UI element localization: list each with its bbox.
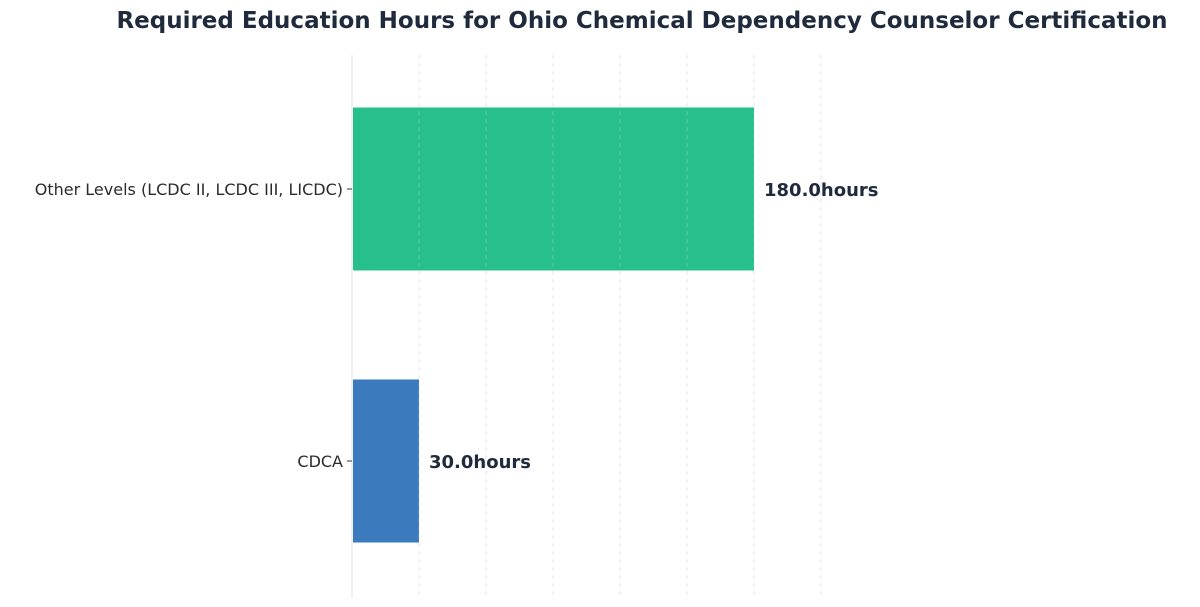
bars bbox=[353, 107, 754, 543]
grid-overlay bbox=[418, 55, 822, 598]
labels: Other Levels (LCDC II, LCDC III, LICDC) 1… bbox=[35, 180, 879, 473]
data-label: 180.0hours bbox=[764, 180, 879, 201]
bar bbox=[353, 107, 754, 271]
bar bbox=[353, 379, 419, 543]
y-tick-label: CDCA bbox=[297, 452, 343, 471]
data-label: 30.0hours bbox=[429, 452, 531, 473]
y-tick-label: Other Levels (LCDC II, LCDC III, LICDC) bbox=[35, 180, 343, 199]
chart-title: Required Education Hours for Ohio Chemic… bbox=[116, 8, 1167, 34]
